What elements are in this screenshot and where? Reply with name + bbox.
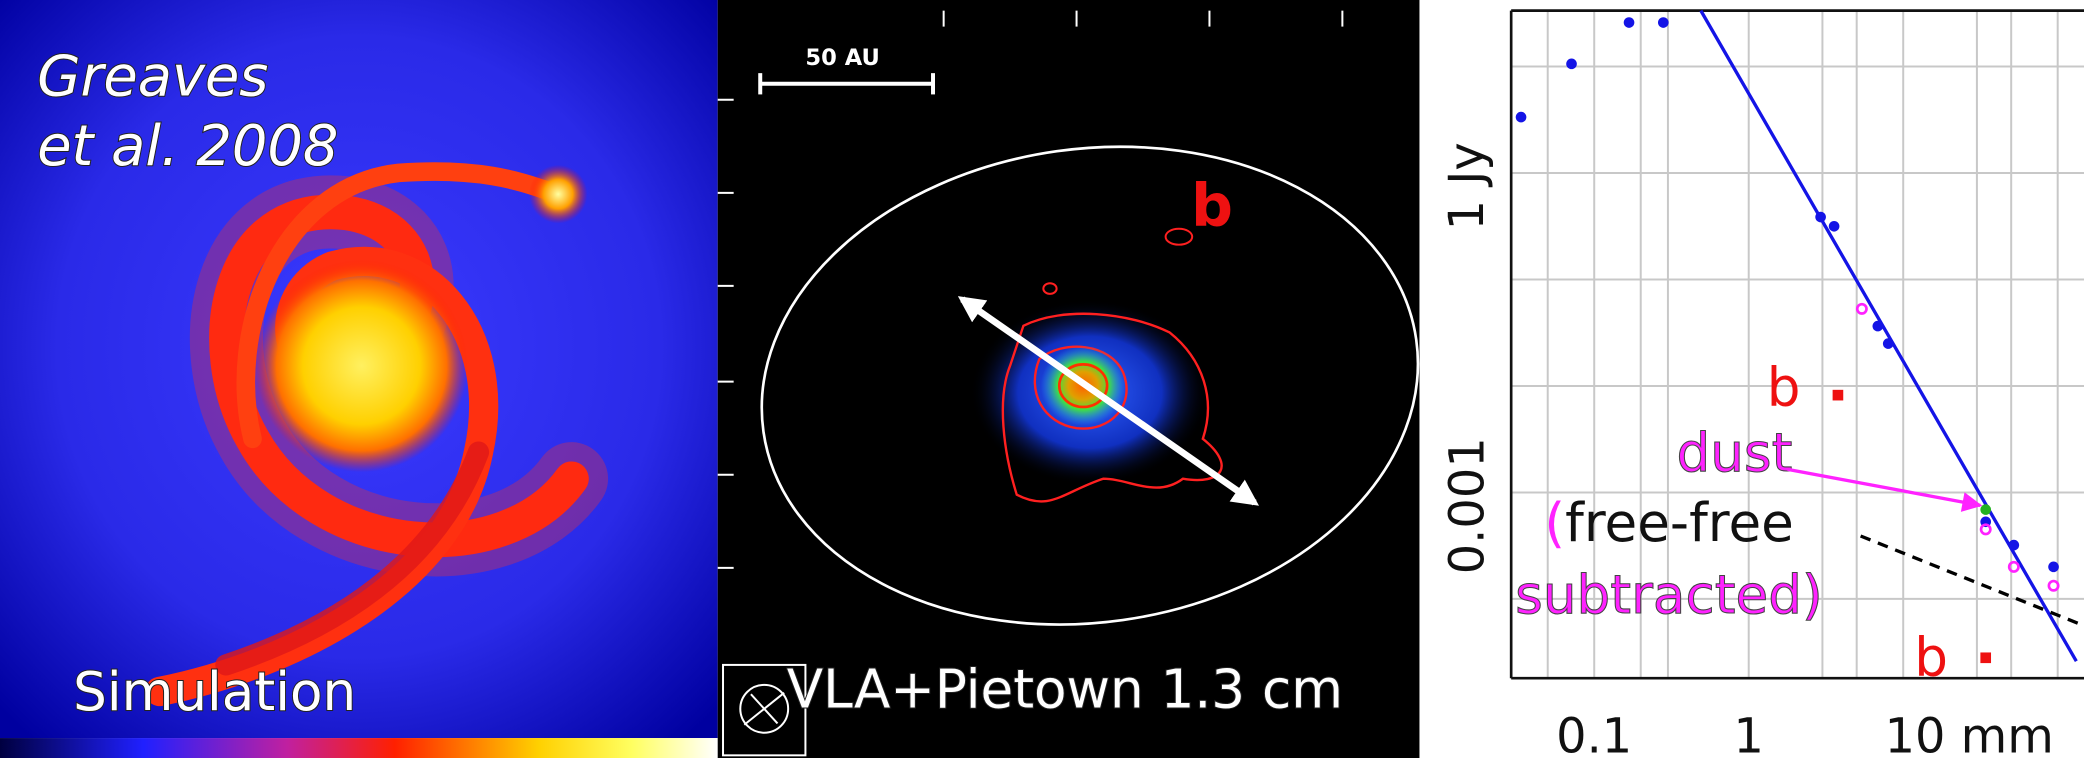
- annotation: subtracted): [1515, 564, 1823, 626]
- point: [1883, 338, 1894, 349]
- panel-label: Simulation: [73, 661, 356, 723]
- annotation: b: [1914, 627, 1948, 689]
- scale-bar-label: 50 AU: [805, 45, 879, 71]
- y-tick-label: 1 Jy: [1440, 142, 1495, 230]
- point: [2048, 562, 2059, 573]
- point: [1624, 17, 1635, 28]
- planet-label: b: [1191, 172, 1233, 240]
- point: [1833, 390, 1844, 401]
- simulation-panel: Greaves et al. 2008 Simulation: [0, 0, 718, 758]
- annotation: b: [1767, 357, 1801, 419]
- x-tick-label: 1: [1733, 710, 1763, 758]
- x-tick-label: 0.1: [1556, 710, 1632, 758]
- citation: et al. 2008: [37, 114, 338, 179]
- x-tick-label: 10 mm: [1885, 710, 2054, 758]
- disk-core: [255, 259, 468, 472]
- colorbar: [0, 738, 718, 758]
- point: [1815, 212, 1826, 223]
- point: [1516, 112, 1527, 123]
- point: [2009, 540, 2020, 551]
- figure: Greaves et al. 2008 Simulation 50 AU b V…: [0, 0, 2084, 758]
- point: [1658, 17, 1669, 28]
- planet-blob: [529, 165, 587, 224]
- annotation: dust: [1676, 422, 1792, 484]
- point: [1829, 221, 1840, 232]
- citation: Greaves: [37, 45, 268, 110]
- point: [1980, 504, 1991, 515]
- point: [1873, 321, 1884, 332]
- panel-label: VLA+Pietown 1.3 cm: [787, 658, 1343, 720]
- observation-panel: 50 AU b VLA+Pietown 1.3 cm: [718, 0, 1449, 758]
- annotation-part: (: [1544, 492, 1565, 554]
- y-tick-label: 0.001: [1440, 437, 1495, 574]
- annotation: (free-free: [1544, 492, 1793, 554]
- point: [1566, 59, 1577, 70]
- point: [1980, 652, 1991, 663]
- annotation-part: free-free: [1565, 492, 1794, 554]
